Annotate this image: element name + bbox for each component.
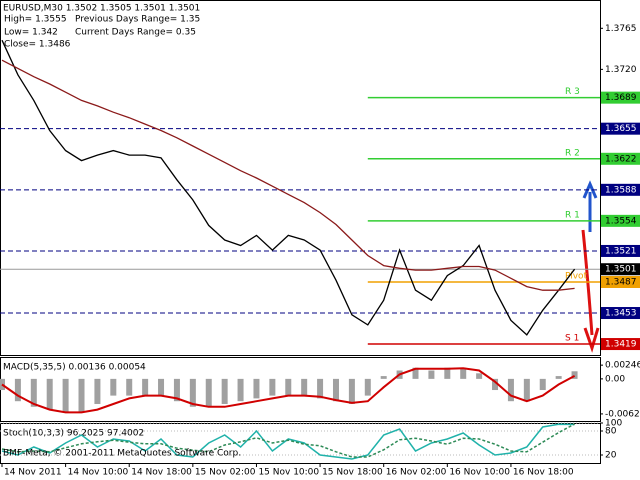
level-name: R 3 bbox=[565, 87, 580, 97]
macd-bar bbox=[78, 378, 85, 413]
macd-bar bbox=[444, 367, 451, 379]
y-tick-label: 100 bbox=[605, 419, 622, 429]
panel-title: Stoch(10,3,3) 96.2025 97.4002 bbox=[3, 429, 144, 439]
macd-bar bbox=[301, 378, 308, 396]
info-text: Low= 1.342 bbox=[4, 28, 58, 38]
down-arrow bbox=[581, 229, 600, 353]
macd-bar bbox=[94, 378, 101, 404]
macd-bar bbox=[492, 378, 499, 391]
macd-bar bbox=[476, 373, 483, 379]
price-label: 1.3419 bbox=[605, 340, 637, 350]
x-tick-label: 15 Nov 02:00 bbox=[195, 468, 256, 478]
price-label-bg bbox=[601, 263, 640, 276]
price-label-bg bbox=[601, 244, 640, 257]
macd-bar bbox=[126, 378, 133, 396]
level-name: S 1 bbox=[565, 334, 579, 344]
macd-bar bbox=[237, 378, 244, 402]
macd-bar bbox=[317, 378, 324, 399]
x-tick-label: 15 Nov 18:00 bbox=[322, 468, 383, 478]
macd-bar bbox=[332, 378, 339, 402]
price-label: 1.3588 bbox=[605, 185, 637, 195]
macd-bar bbox=[539, 378, 546, 391]
macd-bar bbox=[14, 378, 21, 402]
price-label-bg bbox=[601, 152, 640, 165]
x-tick-label: 14 Nov 18:00 bbox=[131, 468, 192, 478]
level-name: R 2 bbox=[565, 148, 580, 158]
panel-title: EURUSD,M30 1.3502 1.3505 1.3501 1.3501 bbox=[3, 4, 200, 14]
signal-line bbox=[1, 367, 576, 414]
price-label-bg bbox=[601, 275, 640, 288]
info-text: Close= 1.3486 bbox=[4, 40, 71, 50]
series-line bbox=[1, 423, 575, 460]
y-tick-label: 1.3720 bbox=[605, 65, 637, 75]
price-label-bg bbox=[601, 214, 640, 227]
macd-bar bbox=[555, 376, 562, 379]
price-label-bg bbox=[601, 338, 640, 351]
info-text: High= 1.3555 bbox=[4, 15, 67, 25]
y-tick-label: 0.00246 bbox=[605, 361, 640, 371]
macd-bar bbox=[460, 367, 467, 379]
macd-bar bbox=[173, 378, 180, 402]
y-tick-label: 1.3765 bbox=[605, 24, 637, 34]
price-label: 1.3487 bbox=[605, 277, 637, 287]
price-label: 1.3501 bbox=[605, 265, 637, 275]
macd-bar bbox=[158, 378, 165, 396]
up-arrow bbox=[582, 180, 598, 232]
macd-bar bbox=[507, 378, 514, 402]
macd-bar bbox=[285, 378, 292, 396]
macd-bar bbox=[348, 378, 355, 404]
macd-bar bbox=[380, 376, 387, 379]
macd-bar bbox=[189, 378, 196, 407]
price-label: 1.3521 bbox=[605, 246, 637, 256]
macd-bar bbox=[46, 378, 53, 410]
series-line bbox=[1, 423, 575, 458]
price-label: 1.3453 bbox=[605, 309, 637, 319]
macd-bar bbox=[253, 378, 260, 399]
price-label-bg bbox=[601, 183, 640, 196]
info-text: Current Days Range= 0.35 bbox=[75, 28, 196, 38]
macd-bar bbox=[205, 378, 212, 407]
x-tick-label: 16 Nov 18:00 bbox=[513, 468, 574, 478]
x-tick-label: 16 Nov 10:00 bbox=[449, 468, 510, 478]
macd-bar bbox=[571, 371, 578, 379]
level-name: R 1 bbox=[565, 210, 580, 220]
macd-bar bbox=[523, 378, 530, 402]
macd-bar bbox=[269, 378, 276, 396]
series-line bbox=[1, 39, 576, 336]
macd-bar bbox=[364, 378, 371, 396]
series-line bbox=[1, 59, 575, 291]
price-label-bg bbox=[601, 122, 640, 135]
macd-bar bbox=[142, 378, 149, 396]
x-tick-label: 14 Nov 10:00 bbox=[68, 468, 129, 478]
price-label: 1.3622 bbox=[605, 154, 637, 164]
x-tick-label: 14 Nov 2011 bbox=[4, 468, 62, 478]
info-text: Previous Days Range= 1.35 bbox=[75, 15, 200, 25]
panel-frame bbox=[0, 0, 601, 356]
macd-bar bbox=[30, 378, 37, 407]
level-name: Pivot bbox=[565, 271, 588, 281]
price-label-bg bbox=[601, 307, 640, 320]
macd-bar bbox=[428, 370, 435, 379]
y-tick-label: 80 bbox=[605, 427, 617, 437]
macd-bar bbox=[110, 378, 117, 396]
x-tick-label: 15 Nov 10:00 bbox=[258, 468, 319, 478]
price-label: 1.3554 bbox=[605, 216, 637, 226]
panel-title: MACD(5,35,5) 0.00136 0.00054 bbox=[3, 363, 146, 373]
footer: BMF-Meta, © 2001-2011 MetaQuotes Softwar… bbox=[3, 449, 241, 459]
y-tick-label: 20 bbox=[605, 451, 617, 461]
price-label: 1.3655 bbox=[605, 124, 637, 134]
price-label: 1.3689 bbox=[605, 93, 637, 103]
macd-bar bbox=[412, 367, 419, 379]
x-tick-label: 16 Nov 02:00 bbox=[386, 468, 447, 478]
macd-bar bbox=[62, 378, 69, 413]
y-tick-label: -0.00628 bbox=[605, 409, 640, 419]
macd-bar bbox=[221, 378, 228, 404]
y-tick-label: 0.00 bbox=[605, 374, 625, 384]
price-label-bg bbox=[601, 91, 640, 104]
